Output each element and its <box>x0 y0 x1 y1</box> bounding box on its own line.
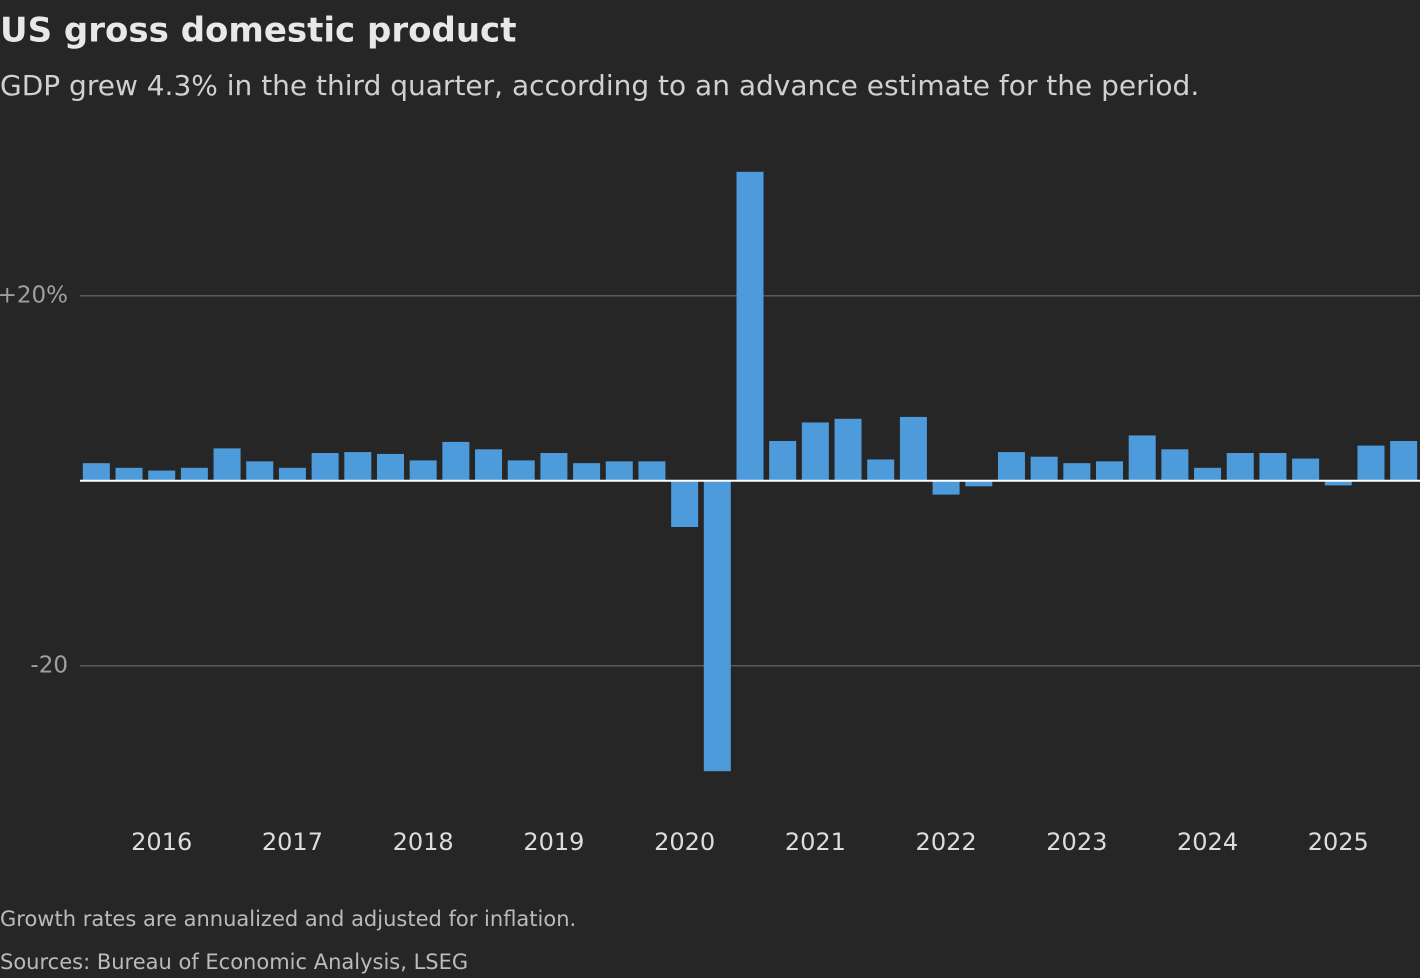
footnote: Growth rates are annualized and adjusted… <box>0 907 576 931</box>
bar <box>965 480 993 487</box>
bar <box>148 470 176 481</box>
bar <box>507 460 535 481</box>
source: Sources: Bureau of Economic Analysis, LS… <box>0 950 468 974</box>
bar <box>442 441 470 481</box>
x-tick-label: 2024 <box>1177 828 1238 856</box>
bar <box>867 459 895 481</box>
x-tick-label: 2019 <box>523 828 584 856</box>
bar <box>1357 445 1385 481</box>
y-tick-label: +20% <box>0 282 68 308</box>
bar <box>703 480 731 772</box>
bar <box>1292 458 1320 481</box>
bar <box>1128 435 1156 481</box>
bar <box>115 467 143 481</box>
bar <box>311 453 339 481</box>
bar <box>246 461 274 481</box>
x-tick-label: 2023 <box>1046 828 1107 856</box>
bar <box>409 460 437 481</box>
bar <box>82 463 110 481</box>
bar <box>997 452 1025 481</box>
x-tick-label: 2020 <box>654 828 715 856</box>
bar <box>1030 456 1058 481</box>
bar <box>801 422 829 481</box>
bar <box>638 461 666 481</box>
bar <box>932 480 960 495</box>
bar <box>278 467 306 481</box>
bar <box>1161 449 1189 481</box>
bar <box>1226 453 1254 481</box>
bar <box>1063 463 1091 481</box>
bar <box>1390 440 1418 481</box>
x-tick-label: 2022 <box>916 828 977 856</box>
chart-title: US gross domestic product <box>0 11 516 51</box>
bar <box>769 440 797 481</box>
bar <box>376 453 404 481</box>
x-tick-label: 2025 <box>1308 828 1369 856</box>
x-tick-label: 2018 <box>393 828 454 856</box>
bar <box>834 418 862 481</box>
bar <box>540 453 568 481</box>
bar <box>573 463 601 481</box>
bar <box>671 480 699 527</box>
bar <box>1324 480 1352 486</box>
bar <box>1096 461 1124 481</box>
x-tick-label: 2021 <box>785 828 846 856</box>
bar <box>605 461 633 481</box>
bar <box>736 171 764 481</box>
bar <box>344 452 372 481</box>
bar <box>1194 467 1222 481</box>
chart-subtitle: GDP grew 4.3% in the third quarter, acco… <box>0 69 1199 102</box>
bar <box>899 416 927 481</box>
x-tick-label: 2016 <box>131 828 192 856</box>
bar <box>213 448 241 481</box>
bar <box>1259 453 1287 481</box>
bar <box>180 467 208 481</box>
bar <box>475 449 503 481</box>
y-tick-label: -20 <box>30 652 68 678</box>
x-tick-label: 2017 <box>262 828 323 856</box>
